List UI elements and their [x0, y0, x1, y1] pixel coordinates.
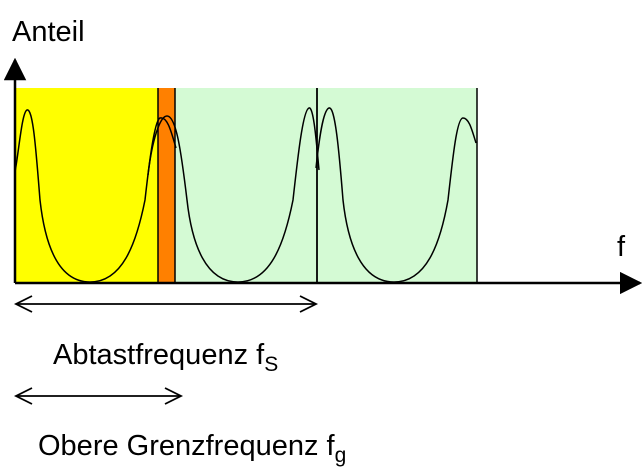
sampling-arrow-right-head [299, 295, 319, 313]
upper-cutoff-text: Obere Grenzfrequenz f [38, 430, 336, 462]
upper-cutoff-subscript: g [335, 444, 347, 467]
cutoff-arrow-left-head [13, 387, 33, 405]
cutoff-arrow-right-head [164, 387, 184, 405]
x-axis-label: f [617, 231, 626, 263]
sampling-frequency-text: Abtastfrequenz f [53, 339, 265, 371]
y-axis-label: Anteil [12, 16, 85, 48]
sampling-arrow-left-head [13, 295, 33, 313]
upper-cutoff-label: Obere Grenzfrequenz fg [38, 430, 346, 467]
image-spectra-region [175, 88, 477, 283]
baseband-region [15, 88, 158, 283]
aliasing-overlap-region [158, 88, 175, 283]
sampling-frequency-subscript: S [264, 353, 278, 376]
sampling-frequency-label: Abtastfrequenz fS [53, 339, 278, 376]
